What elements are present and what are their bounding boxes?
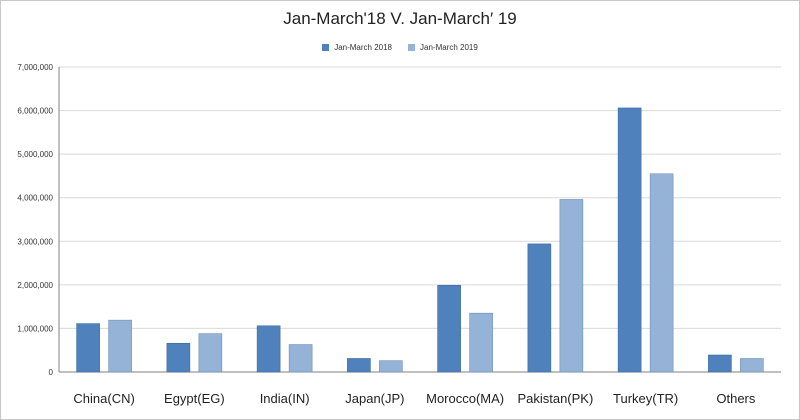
x-category-label: Others	[716, 391, 756, 406]
legend-label-2018: Jan-March 2018	[334, 43, 392, 52]
y-tick-label: 0	[49, 368, 54, 377]
bar-2019	[740, 358, 764, 373]
legend-swatch-2019	[408, 44, 415, 51]
x-category-label: Pakistan(PK)	[517, 391, 593, 406]
x-category-label: China(CN)	[73, 391, 134, 406]
bar-2018	[256, 325, 281, 373]
bar-2019	[559, 199, 584, 373]
y-tick-label: 6,000,000	[17, 107, 53, 116]
bar-2018	[76, 323, 100, 373]
bar-2018	[437, 284, 461, 373]
y-tick-label: 4,000,000	[17, 194, 53, 203]
bar-2018	[166, 342, 191, 373]
y-tick-label: 1,000,000	[17, 324, 53, 333]
legend-label-2019: Jan-March 2019	[420, 43, 478, 52]
bar-2019	[649, 173, 674, 373]
y-tick-label: 2,000,000	[17, 281, 53, 290]
y-tick-label: 3,000,000	[17, 237, 53, 246]
legend-item-2019: Jan-March 2019	[408, 43, 478, 52]
bar-2019	[469, 312, 493, 373]
bar-2019	[108, 319, 132, 373]
bar-2018	[708, 354, 732, 373]
legend-swatch-2018	[322, 44, 330, 51]
bar-2019	[379, 360, 403, 373]
chart-legend: Jan-March 2018 Jan-March 2019	[1, 43, 799, 52]
bar-2018	[617, 107, 642, 373]
bar-2019	[198, 333, 223, 373]
y-tick-label: 7,000,000	[17, 63, 53, 72]
x-category-label: Japan(JP)	[345, 391, 404, 406]
bar-2018	[347, 358, 371, 373]
chart-title: Jan-March'18 V. Jan-March′ 19	[283, 9, 517, 28]
x-category-label: Turkey(TR)	[613, 391, 678, 406]
legend-item-2018: Jan-March 2018	[322, 43, 392, 52]
x-category-label: India(IN)	[260, 391, 310, 406]
y-tick-label: 5,000,000	[17, 150, 53, 159]
bar-2018	[527, 243, 552, 373]
bar-2019	[288, 344, 313, 373]
x-category-label: Egypt(EG)	[164, 391, 225, 406]
x-category-label: Morocco(MA)	[426, 391, 504, 406]
